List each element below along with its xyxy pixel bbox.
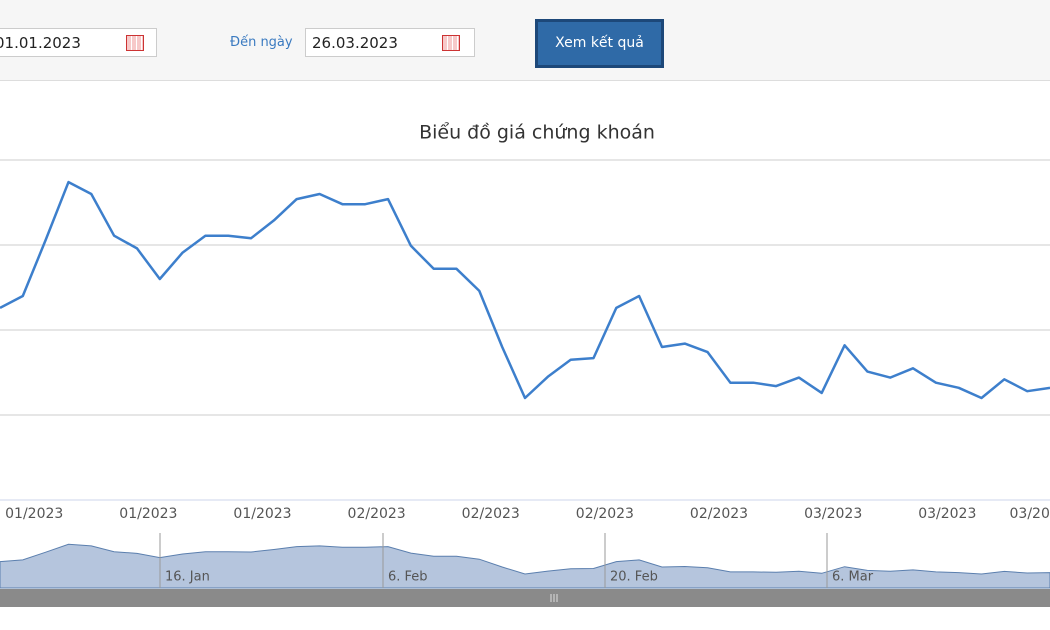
x-tick-label: 02/2023: [462, 506, 520, 522]
x-tick-label: 03/2023: [1010, 506, 1050, 522]
navigator-label: 16. Jan: [165, 570, 210, 585]
to-label: Đến ngày: [230, 35, 293, 50]
to-date: 26.03.2023: [312, 34, 398, 52]
x-tick-label: 02/2023: [576, 506, 634, 522]
calendar-icon[interactable]: [442, 35, 460, 51]
chart: Biểu đồ giá chứng khoán 01/2023 01/2023 01…: [0, 122, 1050, 607]
scrollbar[interactable]: [0, 589, 1050, 607]
navigator-label: 6. Mar: [832, 570, 874, 585]
navigator-area: [0, 543, 1050, 589]
x-tick-label: 03/2023: [918, 506, 976, 522]
x-tick-label: 03/2023: [804, 506, 862, 522]
x-tick-label: 02/2023: [348, 506, 406, 522]
x-tick-label: 02/2023: [690, 506, 748, 522]
x-tick-label: 01/2023: [5, 506, 63, 522]
submit-button[interactable]: Xem kết quả: [535, 19, 664, 68]
x-tick-label: 01/2023: [233, 506, 291, 522]
navigator-label: 6. Feb: [388, 570, 428, 585]
navigator-label: 20. Feb: [610, 570, 658, 585]
price-line: [0, 180, 1050, 400]
scrollbar-grip[interactable]: [550, 594, 558, 602]
calendar-icon[interactable]: [126, 35, 144, 51]
x-tick-label: 01/2023: [119, 506, 177, 522]
filter-bar: 01.01.2023 Đến ngày 26.03.2023 Xem kết q…: [0, 0, 1050, 81]
chart-title: Biểu đồ giá chứng khoán: [419, 122, 655, 144]
to-date-input[interactable]: 26.03.2023: [305, 28, 475, 57]
from-date-input[interactable]: 01.01.2023: [0, 28, 157, 57]
from-date: 01.01.2023: [0, 34, 81, 52]
